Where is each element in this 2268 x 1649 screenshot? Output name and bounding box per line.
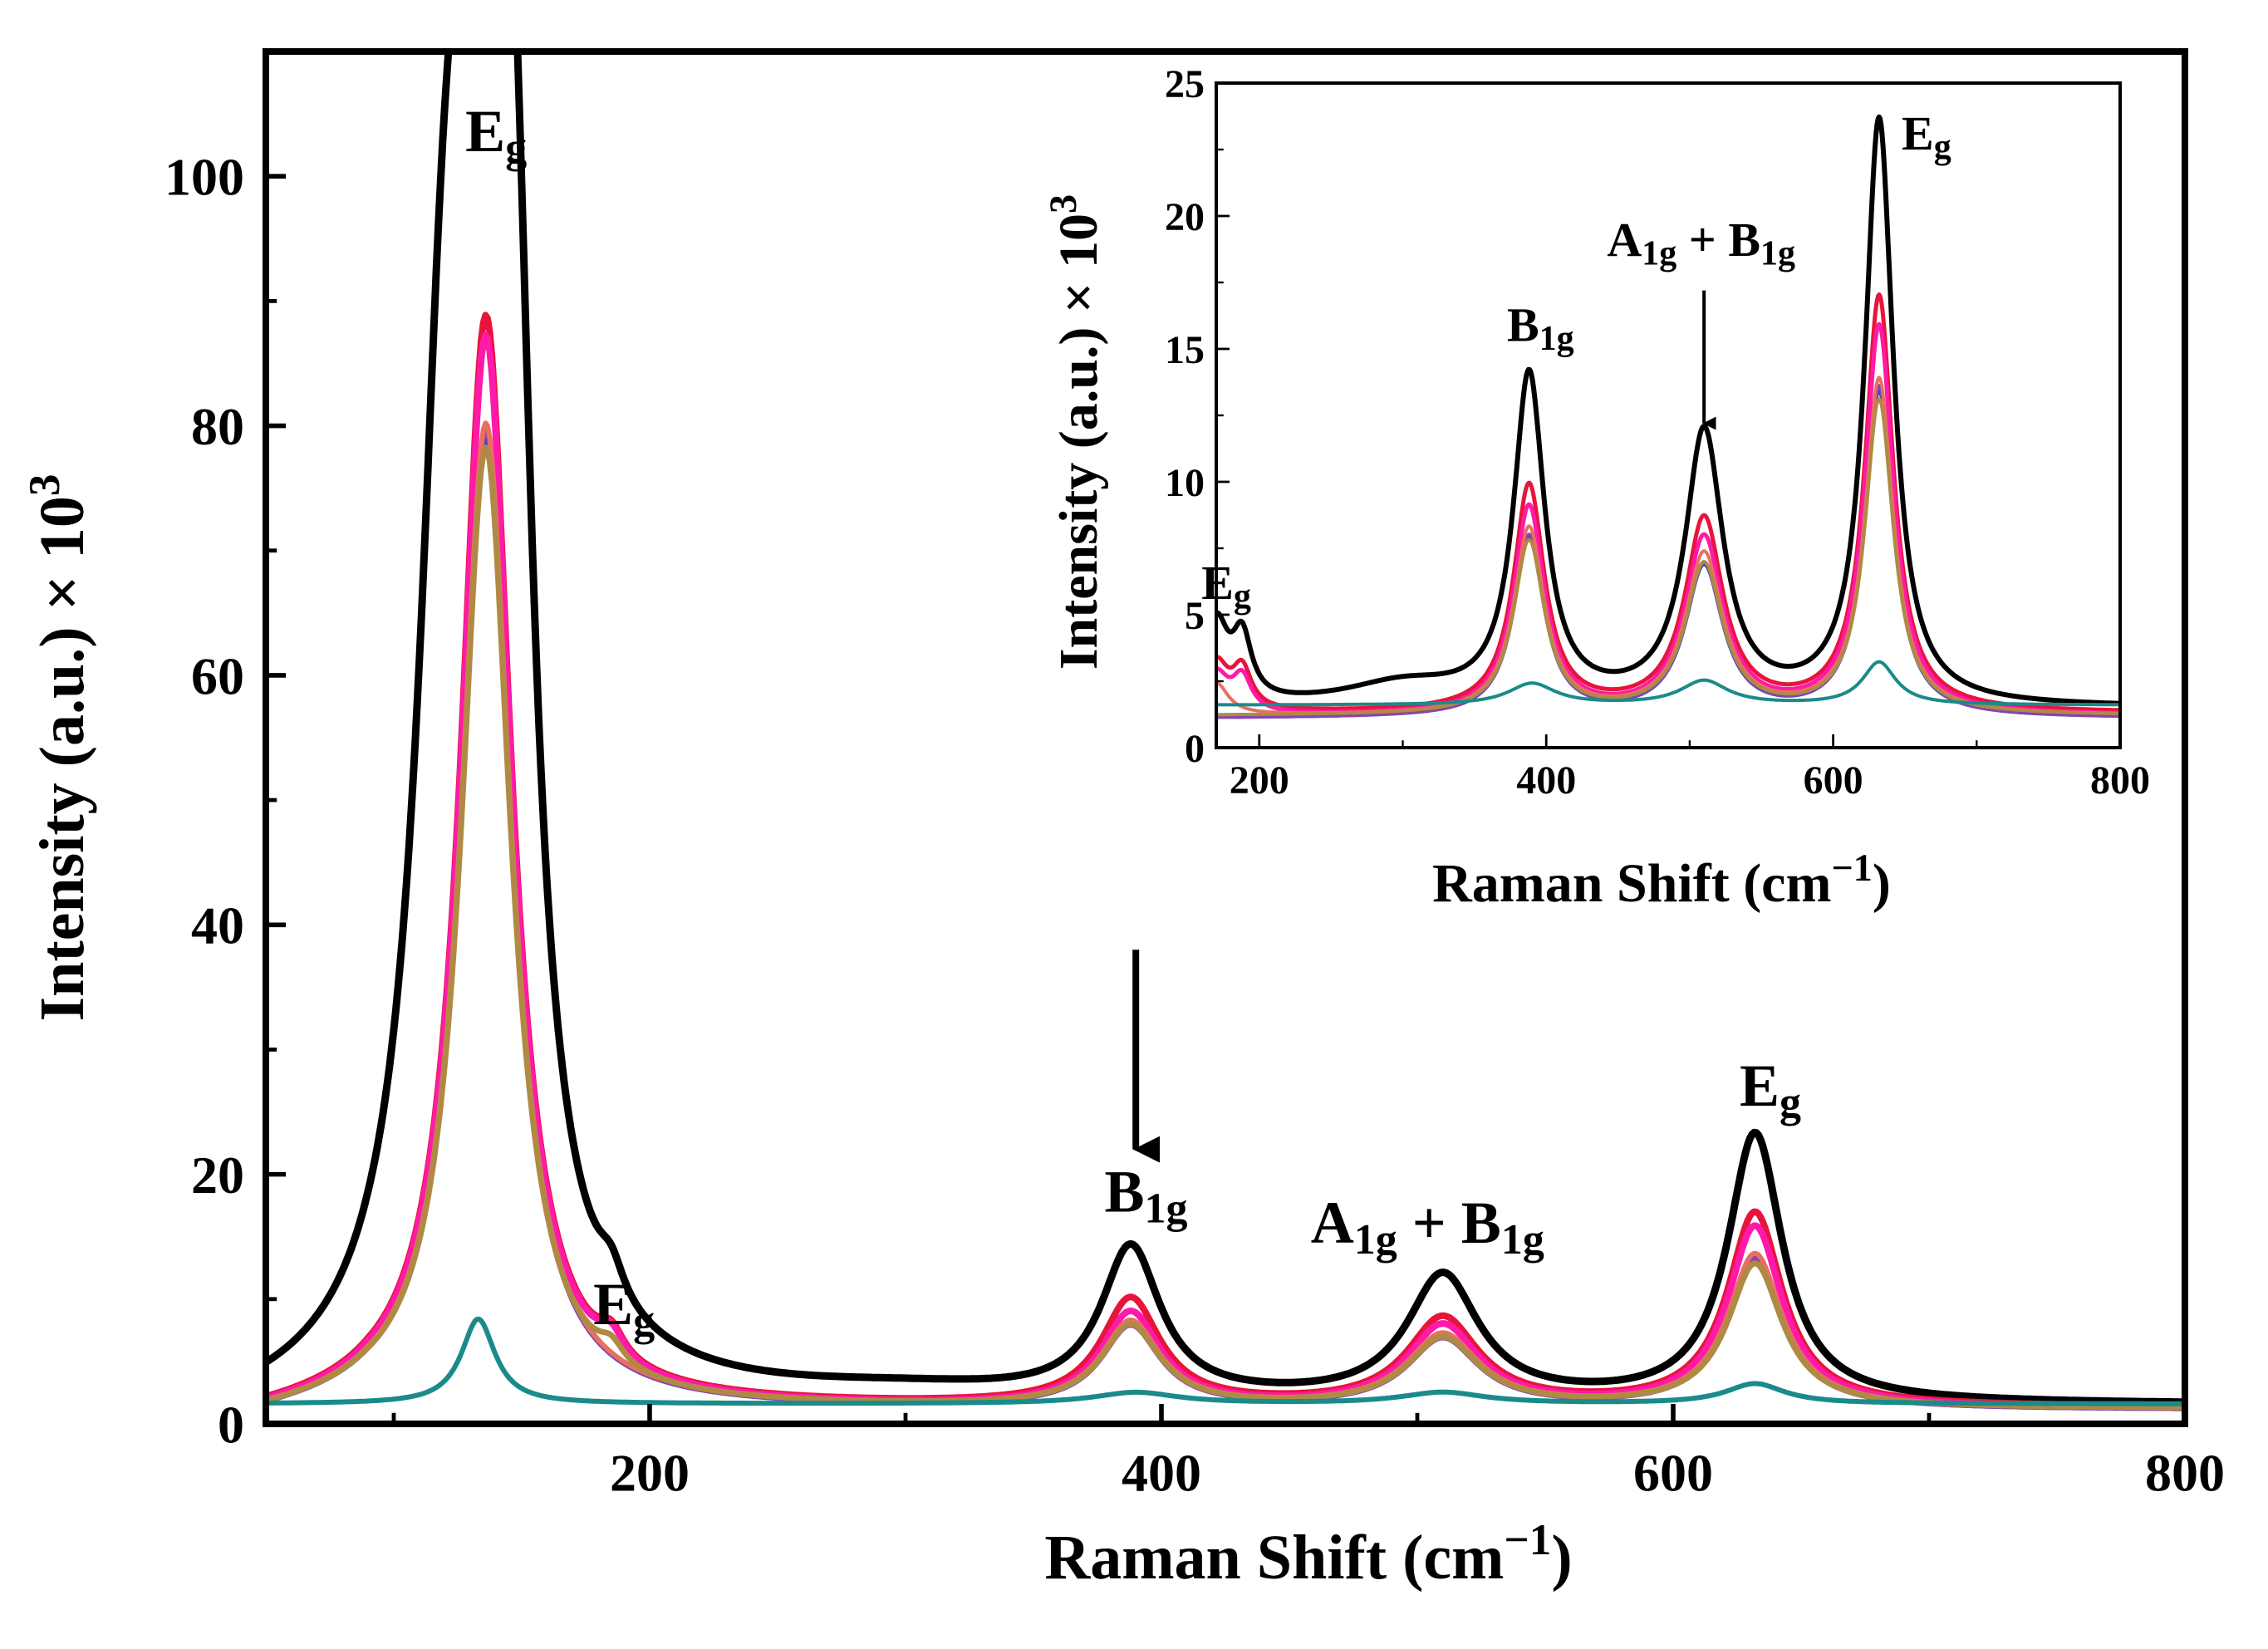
- main-series-black: [266, 52, 2185, 1406]
- inset-y-tick-label: 15: [1165, 328, 1205, 372]
- inset-x-axis-title: Raman Shift (cm−1): [1432, 847, 1891, 915]
- main-frame: [263, 48, 2188, 1427]
- inset-series-red: [1216, 292, 2120, 713]
- main-x-tick-label: 400: [1122, 1443, 1201, 1502]
- inset-peak-label: B1g: [1507, 297, 1574, 358]
- main-x-axis-title: Raman Shift (cm−1): [1044, 1515, 1572, 1593]
- main-y-tick-label: 100: [164, 148, 244, 207]
- inset-x-tick-label: 600: [1804, 758, 1863, 802]
- inset-peak-label: A1g + B1g: [1607, 213, 1795, 273]
- main-y-tick-label: 40: [191, 896, 244, 955]
- main-x-tick-label: 800: [2145, 1443, 2225, 1502]
- main-peak-label: Eg: [593, 1271, 655, 1345]
- inset-y-tick-label: 10: [1165, 461, 1205, 505]
- main-series-olive: [266, 444, 2185, 1411]
- inset-y-tick-label: 0: [1185, 727, 1205, 771]
- inset-series-teal: [1216, 660, 2120, 707]
- inset-series-black: [1216, 114, 2120, 706]
- main-y-tick-label: 60: [191, 646, 244, 705]
- inset-y-tick-label: 5: [1185, 594, 1205, 638]
- inset-chart: 200 400 600 800 0 5 10 15 20 25 Raman Shift (cm−1)…: [1042, 62, 2151, 914]
- inset-y-tick-label: 25: [1165, 62, 1205, 106]
- inset-y-axis-title: Intensity (a.u.) × 103: [1042, 194, 1110, 670]
- main-x-tick-label: 200: [610, 1443, 690, 1502]
- main-y-tick-label: 0: [218, 1395, 244, 1454]
- inset-y-tick-label: 20: [1165, 195, 1205, 239]
- inset-peak-label: Eg: [1201, 556, 1251, 616]
- inset-series-group: [1216, 114, 2120, 719]
- inset-peak-label: Eg: [1902, 106, 1951, 167]
- main-y-tick-label: 80: [191, 397, 244, 456]
- main-x-tick-label: 600: [1633, 1443, 1713, 1502]
- inset-x-tick-label: 800: [2090, 758, 2150, 802]
- main-y-tick-label: 20: [191, 1146, 244, 1205]
- inset-x-tick-label: 400: [1516, 758, 1576, 802]
- inset-plot-area: [1216, 83, 2120, 748]
- main-y-axis-title: Intensity (a.u.) × 103: [20, 474, 98, 1022]
- inset-x-tick-label: 200: [1230, 758, 1289, 802]
- main-series-teal: [266, 1316, 2185, 1406]
- main-series-group: [266, 52, 2185, 1411]
